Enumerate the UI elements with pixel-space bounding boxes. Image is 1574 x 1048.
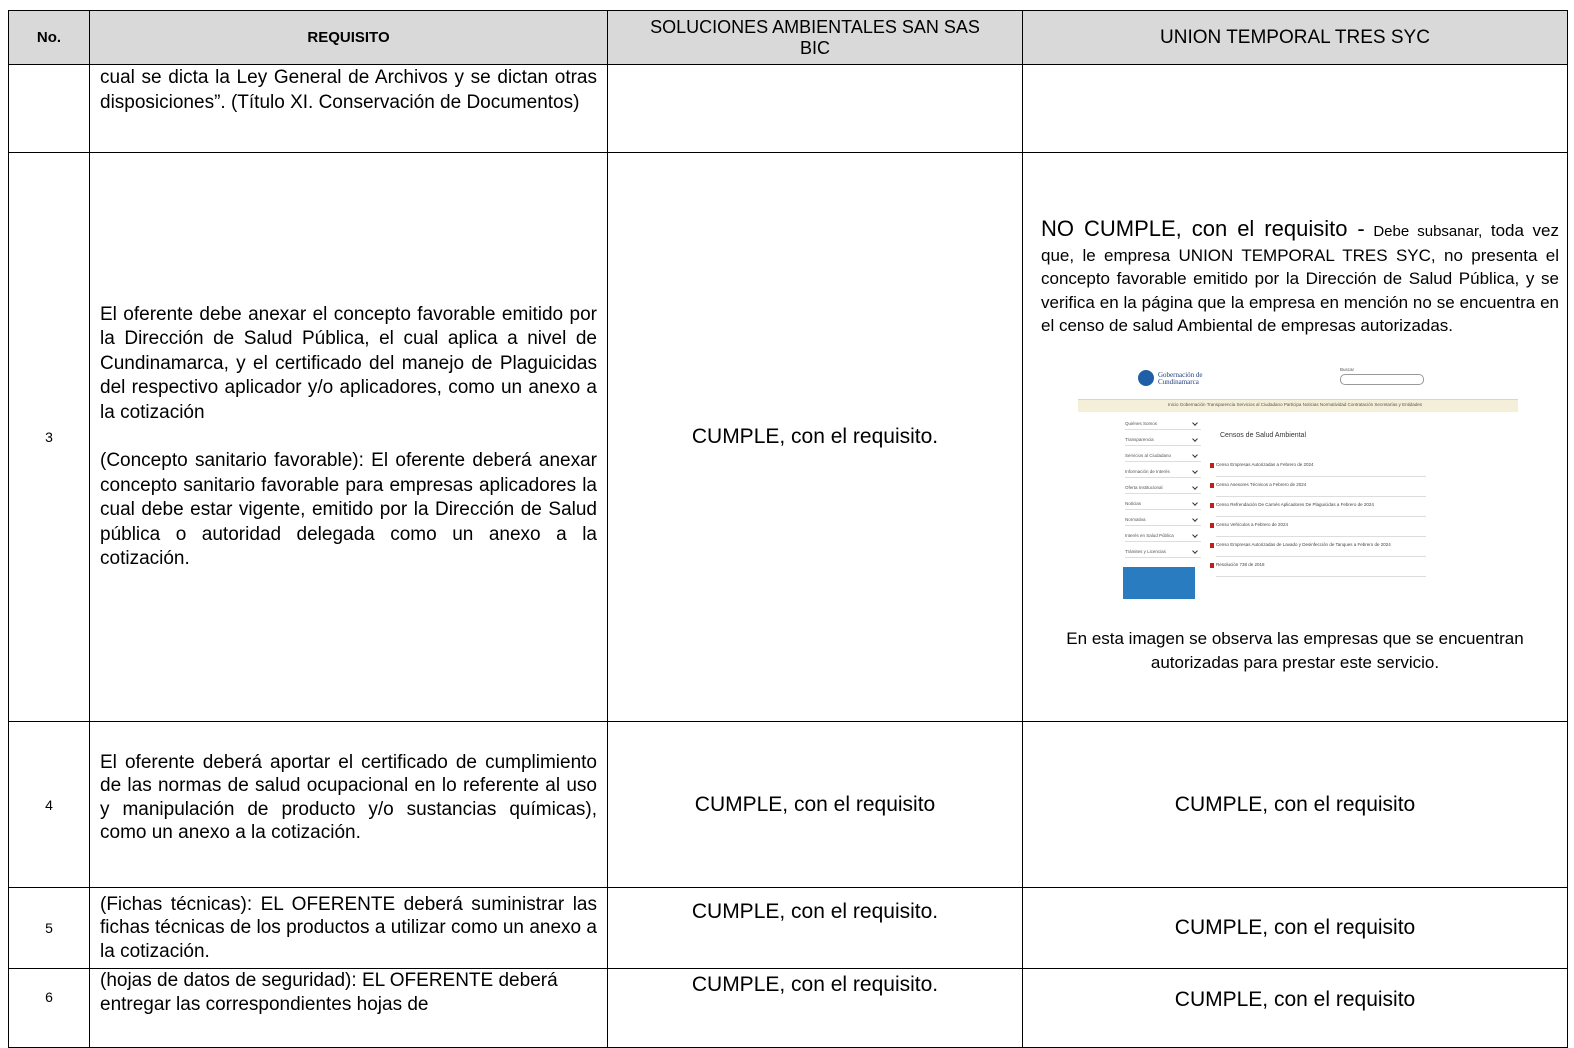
text: (Concepto sanitario favorable): El ofere…: [100, 450, 597, 569]
pdf-icon: [1210, 463, 1214, 468]
sidebar-item: Transparencia: [1125, 437, 1201, 446]
text: Debe subsanar,: [1373, 223, 1483, 240]
text: CUMPLE, con el requisito.: [691, 900, 939, 923]
cell-no: 3: [8, 152, 90, 722]
sidebar-item: Oferta Institucional: [1125, 485, 1201, 494]
text: cual se dicta la Ley General de Archivos…: [100, 67, 597, 113]
heading: Censos de Salud Ambiental: [1220, 432, 1306, 439]
logo: Gobernación de Cundinamarca: [1158, 371, 1203, 386]
text: 5: [45, 920, 53, 936]
sidebar-item: Quiénes Somos: [1125, 421, 1201, 430]
text: (Fichas técnicas): EL OFERENTE deberá su…: [100, 893, 597, 962]
logo-icon: [1138, 370, 1154, 386]
cell: CUMPLE, con el requisito.: [607, 968, 1023, 1048]
text: (hojas de datos de seguridad): EL OFEREN…: [100, 970, 558, 1015]
pdf-icon: [1210, 523, 1214, 528]
cell: [1022, 64, 1568, 153]
header-oferente: SOLUCIONES AMBIENTALES SAN SAS BIC: [607, 10, 1023, 65]
text: CUMPLE, con el requisito: [1174, 792, 1416, 816]
cell: CUMPLE, con el requisito: [1022, 887, 1568, 969]
text: 6: [45, 989, 53, 1005]
cell: CUMPLE, con el requisito: [1022, 968, 1568, 1048]
pdf-icon: [1210, 483, 1214, 488]
nav: Inicio Gobernación Transparencia Servici…: [1168, 402, 1423, 407]
text: CUMPLE, con el requisito.: [691, 425, 939, 448]
text: CUMPLE, con el requisito.: [691, 973, 939, 996]
cell: cual se dicta la Ley General de Archivos…: [89, 64, 608, 153]
cell: CUMPLE, con el requisito.: [607, 152, 1023, 722]
text: UNION TEMPORAL TRES SYC: [1160, 27, 1430, 48]
text: SOLUCIONES AMBIENTALES SAN SAS BIC: [650, 16, 980, 58]
cell: CUMPLE, con el requisito: [607, 721, 1023, 888]
list-item: Censo Empresas Autorizadas a Febrero de …: [1216, 462, 1426, 477]
header-no: No.: [8, 10, 90, 65]
text: No.: [36, 29, 62, 46]
pdf-icon: [1210, 503, 1214, 508]
spacer: [100, 425, 597, 449]
text: CUMPLE, con el requisito: [1174, 988, 1416, 1011]
sidebar-item: Servicios al Ciudadano: [1125, 453, 1201, 462]
caption: En esta imagen se observa las empresas q…: [1066, 629, 1524, 672]
cell: NO CUMPLE, con el requisito - Debe subsa…: [1022, 152, 1568, 722]
list-item: Censo Empresas Autorizadas de Lavado y D…: [1216, 542, 1426, 557]
search-label: Buscar: [1340, 367, 1355, 372]
sidebar-item: Trámites y Licencias: [1125, 549, 1201, 558]
cell: [607, 64, 1023, 153]
header-oferente: UNION TEMPORAL TRES SYC: [1022, 10, 1568, 65]
banner: [1123, 567, 1195, 599]
list-item: Resolución 738 de 2018: [1216, 562, 1426, 577]
cell: CUMPLE, con el requisito.: [607, 887, 1023, 969]
header-requisito: REQUISITO: [89, 10, 608, 65]
list-item: Censo Vehículos a Febrero de 2024: [1216, 522, 1426, 537]
search-box: [1340, 374, 1424, 385]
text: toda vez que, le empresa UNION TEMPORAL …: [1041, 221, 1560, 335]
sidebar-item: Noticias: [1125, 501, 1201, 510]
text: El oferente debe anexar el concepto favo…: [100, 303, 597, 423]
sidebar-item: Información de Interés: [1125, 469, 1201, 478]
sidebar-item: Normativa: [1125, 517, 1201, 526]
text: El oferente deberá aportar el certificad…: [100, 751, 597, 844]
text-block: NO CUMPLE, con el requisito - Debe subsa…: [1023, 153, 1567, 338]
pdf-icon: [1210, 543, 1214, 548]
sidebar-item: Interés en Salud Pública: [1125, 533, 1201, 542]
text: 4: [45, 796, 53, 813]
cell-no: 5: [8, 887, 90, 969]
sidebar: Quiénes Somos Transparencia Servicios al C…: [1123, 417, 1203, 602]
cell: [8, 64, 90, 153]
text: CUMPLE, con el requisito: [1174, 916, 1416, 939]
text: 3: [45, 429, 53, 445]
item-list: Censo Empresas Autorizadas a Febrero de …: [1210, 462, 1428, 597]
text: REQUISITO: [307, 29, 390, 46]
cell: (hojas de datos de seguridad): EL OFEREN…: [89, 968, 608, 1048]
list-item: Censo Refrendación De Carnés Aplicadores…: [1216, 502, 1426, 517]
nav-bar: [1078, 399, 1518, 412]
cell: El oferente deberá aportar el certificad…: [89, 721, 608, 888]
text: CUMPLE, con el requisito: [694, 792, 936, 816]
cell-no: 4: [8, 721, 90, 888]
list-item: Censo Asesores Técnicos a Febrero de 202…: [1216, 482, 1426, 497]
cell: El oferente debe anexar el concepto favo…: [89, 152, 608, 722]
cell-no: 6: [8, 968, 90, 1048]
cell: CUMPLE, con el requisito: [1022, 721, 1568, 888]
text: NO CUMPLE, con el requisito -: [1041, 216, 1365, 241]
pdf-icon: [1210, 563, 1214, 568]
cell: (Fichas técnicas): EL OFERENTE deberá su…: [89, 887, 608, 969]
screenshot: Gobernación de Cundinamarca Buscar Inici…: [1078, 362, 1518, 603]
